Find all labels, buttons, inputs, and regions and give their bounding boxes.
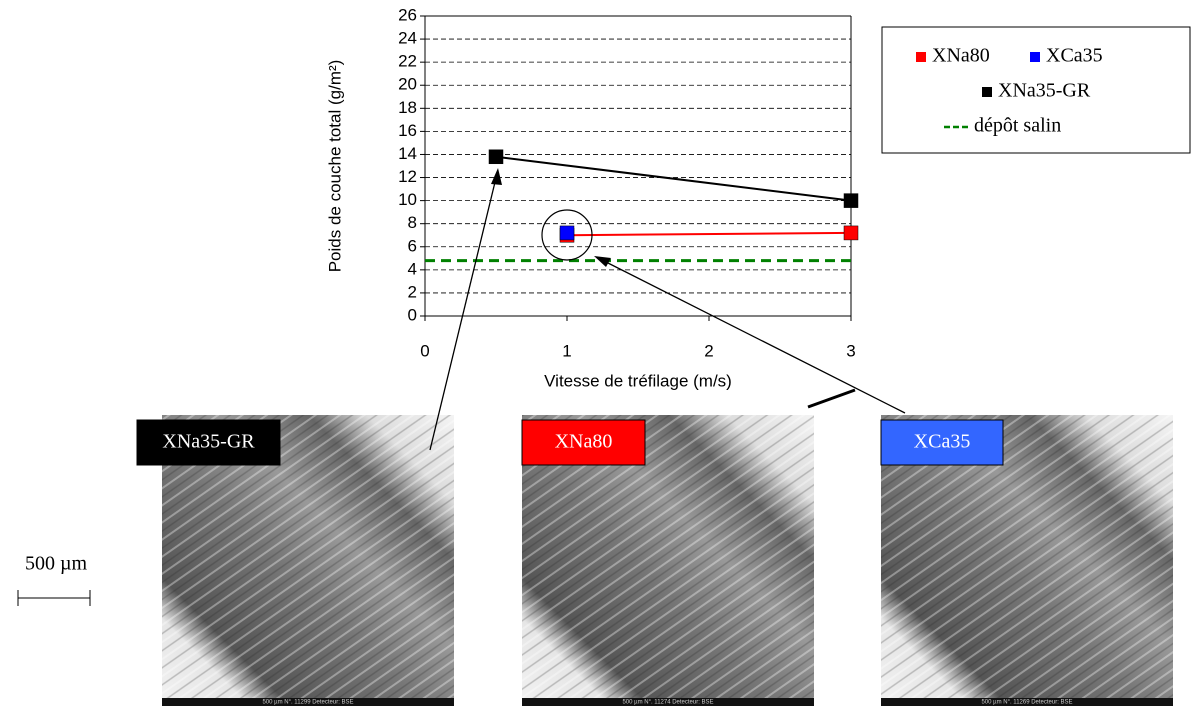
y-tick-label: 2 [408,282,417,301]
marker [488,149,504,165]
highlight-circle [541,209,593,261]
series-line [566,231,852,237]
arrow-head [594,256,611,267]
y-tick-label: 4 [408,259,417,278]
x-tick-label: 3 [846,341,855,360]
y-tick-label: 20 [398,75,417,94]
x-tick-label: 0 [420,341,429,360]
x-axis-label: Vitesse de tréfilage (m/s) [544,371,732,390]
y-tick-label: 0 [408,305,417,324]
y-tick-label: 14 [398,144,417,163]
legend-label: dépôt salin [974,115,1061,137]
y-tick-label: 16 [398,121,417,140]
legend: XNa80 XCa35 XNa35-GR dépôt salin [881,26,1191,154]
y-tick-label: 26 [398,5,417,24]
y-tick-label: 22 [398,52,417,71]
micrograph-label: XNa80 [555,431,613,453]
micrograph-footer-bar [881,698,1173,706]
micrograph-label-box [521,419,646,466]
legend-marker [1030,52,1040,62]
micrograph-footer-bar [162,698,454,706]
legend-marker [982,87,992,97]
micrograph-footer: 500 µm N°. 11274 Detecteur: BSE [622,700,713,706]
legend-label: XNa80 [932,45,990,67]
scale-label: 500 µm [25,553,88,575]
micrograph-footer: 500 µm N°. 11269 Detecteur: BSE [981,700,1072,706]
arrow-head [491,168,502,185]
legend-box [881,26,1191,154]
micrograph-footer: 500 µm N°. 11299 Detecteur: BSE [262,700,353,706]
series-line [495,155,852,202]
annotations: 500 µm [17,168,906,606]
micrograph-footer-bar [522,698,814,706]
micrograph-label-box [880,419,1004,466]
legend-label: XNa35-GR [998,80,1091,102]
micrographs: 500 µm N°. 11299 Detecteur: BSE XNa35-GR 5… [136,415,1173,706]
arrow-line [429,177,497,451]
y-axis-label: Poids de couche total (g/m²) [325,60,344,273]
connector [807,388,856,409]
y-tick-label: 8 [408,213,417,232]
legend-marker [916,52,926,62]
x-tick-label: 1 [562,341,571,360]
micrograph-label-box [136,419,281,466]
marker [843,225,859,241]
y-tick-label: 10 [398,190,417,209]
y-tick-label: 6 [408,236,417,255]
arrow-line [603,260,906,414]
y-tick-label: 18 [398,98,417,117]
marker [559,225,575,241]
x-tick-label: 2 [704,341,713,360]
y-tick-label: 12 [398,167,417,186]
legend-label: XCa35 [1046,45,1103,67]
marker [843,193,859,208]
micrograph-label: XNa35-GR [162,431,255,453]
y-tick-label: 24 [398,29,417,48]
micrograph-label: XCa35 [914,431,971,453]
